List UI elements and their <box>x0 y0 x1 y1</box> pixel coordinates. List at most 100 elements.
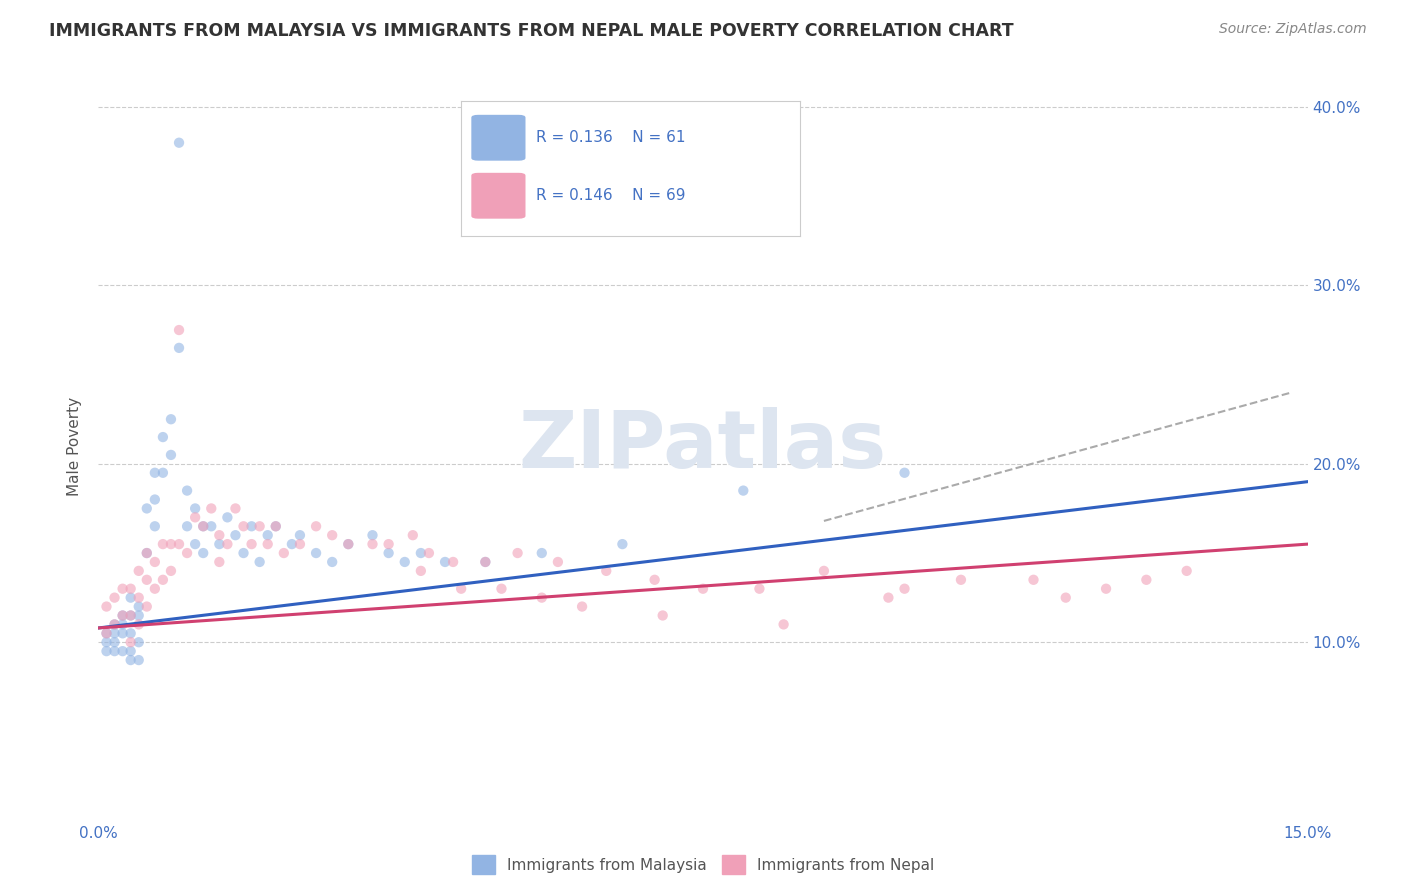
Point <box>813 564 835 578</box>
Point <box>193 519 215 533</box>
Point <box>120 582 142 596</box>
Point <box>1022 573 1045 587</box>
Point <box>135 599 157 614</box>
Point <box>394 555 416 569</box>
Point <box>264 519 287 533</box>
Point <box>143 555 166 569</box>
Point <box>361 528 384 542</box>
Point <box>377 546 399 560</box>
Point <box>877 591 900 605</box>
Point <box>651 608 673 623</box>
Point <box>103 635 125 649</box>
Point <box>748 582 770 596</box>
Point <box>120 635 142 649</box>
Point <box>692 582 714 596</box>
Point <box>96 626 118 640</box>
Point <box>264 519 287 533</box>
Point <box>111 608 134 623</box>
Point <box>450 582 472 596</box>
Point <box>176 483 198 498</box>
Point <box>120 626 142 640</box>
Point <box>143 582 166 596</box>
Point <box>167 136 190 150</box>
Point <box>208 555 231 569</box>
Point <box>143 492 166 507</box>
Point <box>224 501 246 516</box>
Y-axis label: Male Poverty: Male Poverty <box>67 396 83 496</box>
Point <box>547 555 569 569</box>
Point <box>288 537 311 551</box>
Point <box>208 528 231 542</box>
Point <box>595 564 617 578</box>
Point <box>96 599 118 614</box>
Point <box>772 617 794 632</box>
Point <box>135 546 157 560</box>
Point <box>200 501 222 516</box>
Point <box>111 617 134 632</box>
Point <box>200 519 222 533</box>
Point <box>506 546 529 560</box>
Point <box>571 599 593 614</box>
Point <box>256 537 278 551</box>
Point <box>111 608 134 623</box>
Point <box>1135 573 1157 587</box>
Point <box>893 582 915 596</box>
Point <box>160 448 183 462</box>
Point <box>409 546 432 560</box>
Point <box>120 591 142 605</box>
Point <box>135 573 157 587</box>
Point <box>152 430 174 444</box>
Point <box>474 555 496 569</box>
Point <box>321 555 343 569</box>
Point <box>305 519 328 533</box>
Point <box>208 537 231 551</box>
Point <box>321 528 343 542</box>
Point <box>103 591 125 605</box>
Point <box>530 591 553 605</box>
Point <box>612 537 634 551</box>
Point <box>160 564 183 578</box>
Point <box>232 546 254 560</box>
Point <box>530 546 553 560</box>
Point <box>167 323 190 337</box>
Point <box>733 483 755 498</box>
Point <box>232 519 254 533</box>
Point <box>249 555 271 569</box>
Point <box>1054 591 1077 605</box>
Point <box>143 466 166 480</box>
Point <box>135 546 157 560</box>
Point <box>305 546 328 560</box>
Text: IMMIGRANTS FROM MALAYSIA VS IMMIGRANTS FROM NEPAL MALE POVERTY CORRELATION CHART: IMMIGRANTS FROM MALAYSIA VS IMMIGRANTS F… <box>49 22 1014 40</box>
Point <box>120 644 142 658</box>
Point <box>434 555 457 569</box>
Point <box>143 519 166 533</box>
Point <box>402 528 425 542</box>
Point <box>377 537 399 551</box>
Point <box>120 608 142 623</box>
Point <box>949 573 972 587</box>
Point <box>96 635 118 649</box>
Point <box>111 582 134 596</box>
Point <box>176 519 198 533</box>
Text: ZIPatlas: ZIPatlas <box>519 407 887 485</box>
Point <box>474 555 496 569</box>
Point <box>184 510 207 524</box>
Point <box>224 528 246 542</box>
Point <box>491 582 513 596</box>
Point <box>128 608 150 623</box>
Point <box>281 537 304 551</box>
Point <box>184 501 207 516</box>
Point <box>193 519 215 533</box>
Point <box>337 537 360 551</box>
Point <box>111 626 134 640</box>
Point <box>176 546 198 560</box>
Point <box>128 599 150 614</box>
Point <box>337 537 360 551</box>
Point <box>120 653 142 667</box>
Point <box>167 537 190 551</box>
Point <box>128 591 150 605</box>
Point <box>152 466 174 480</box>
Point <box>288 528 311 542</box>
Point <box>103 617 125 632</box>
Point <box>418 546 440 560</box>
